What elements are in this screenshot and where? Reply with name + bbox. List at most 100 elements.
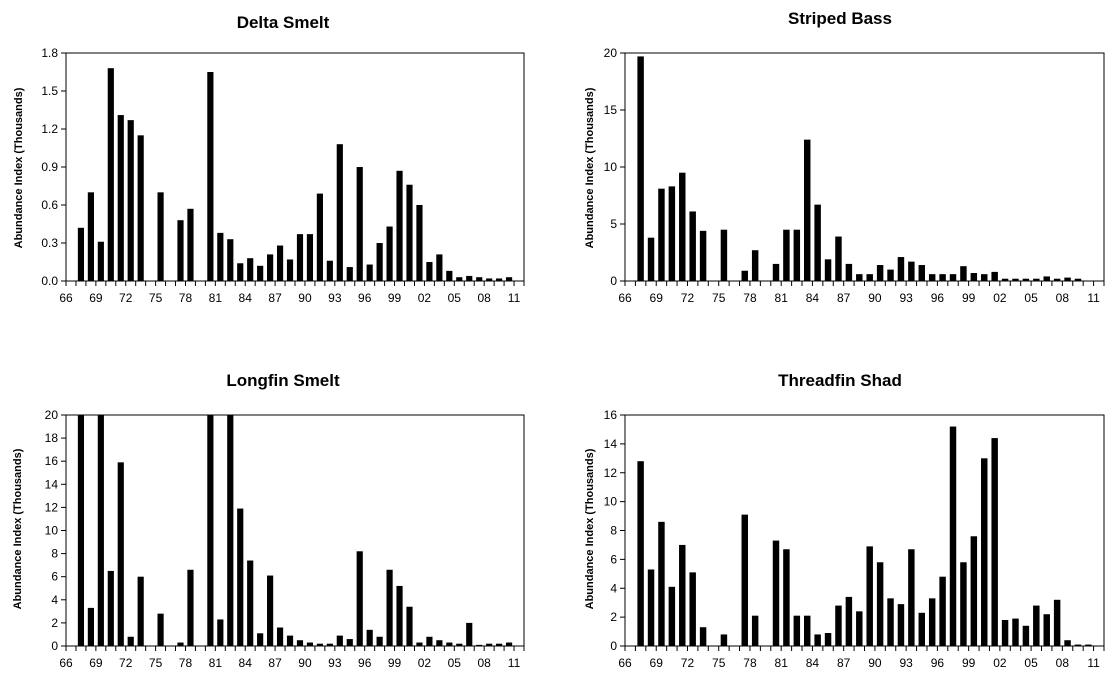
x-tick-label: 81 — [775, 656, 789, 670]
bar-1981 — [783, 549, 790, 646]
bar-1999 — [970, 273, 978, 281]
x-tick-label: 05 — [1024, 656, 1038, 670]
chart-title: Longfin Smelt — [226, 371, 340, 390]
x-tick-label: 75 — [149, 291, 163, 305]
bar-2002 — [426, 636, 433, 646]
x-tick-label: 72 — [681, 291, 695, 305]
bar-2007 — [1053, 278, 1061, 281]
bar-1978 — [187, 208, 194, 281]
x-tick-label: 87 — [837, 656, 851, 670]
y-tick-label: 12 — [604, 466, 618, 480]
bar-1989 — [866, 274, 873, 281]
bar-1982 — [793, 615, 801, 646]
x-tick-label: 11 — [1087, 291, 1100, 305]
bar-1978 — [187, 569, 194, 646]
bar-1983 — [804, 139, 811, 281]
bar-1991 — [887, 269, 894, 281]
bar-2009 — [496, 278, 503, 281]
bar-2009 — [1074, 644, 1082, 646]
bar-1990 — [876, 265, 884, 281]
bar-2004 — [1022, 278, 1030, 281]
x-tick-label: 11 — [1087, 656, 1100, 670]
x-tick-label: 66 — [59, 656, 73, 670]
bar-1968 — [647, 569, 655, 646]
bar-2006 — [466, 622, 473, 646]
y-tick-label: 1.5 — [41, 84, 58, 98]
bar-1998 — [960, 266, 967, 281]
bar-2001 — [991, 438, 998, 646]
y-tick-label: 0 — [610, 274, 617, 288]
bar-1972 — [127, 120, 134, 281]
bar-2008 — [1064, 640, 1071, 646]
x-tick-label: 81 — [209, 291, 223, 305]
bar-1971 — [117, 462, 124, 646]
bar-2004 — [446, 642, 453, 646]
bar-1998 — [386, 569, 393, 646]
chart-delta-smelt-svg: Delta Smelt Abundance Index (Thousands) … — [13, 13, 525, 305]
y-axis-label: Abundance Index (Thousands) — [584, 87, 596, 248]
x-tick-label: 99 — [962, 291, 976, 305]
bar-2009 — [496, 643, 503, 646]
bar-1987 — [845, 596, 853, 646]
x-tick-label: 96 — [931, 656, 945, 670]
bar-1999 — [970, 536, 978, 646]
bar-1977 — [741, 514, 748, 646]
bar-2006 — [1043, 276, 1050, 281]
y-tick-label: 16 — [45, 454, 59, 468]
bar-1997 — [376, 243, 383, 281]
y-tick-label: 20 — [604, 46, 618, 60]
x-tick-label: 81 — [209, 656, 223, 670]
bar-1984 — [814, 204, 821, 281]
bar-2005 — [1033, 278, 1040, 281]
bar-1986 — [835, 236, 842, 281]
chart-title: Threadfin Shad — [778, 371, 902, 390]
bar-1991 — [316, 193, 323, 281]
x-tick-label: 84 — [239, 656, 253, 670]
bar-1987 — [276, 245, 284, 281]
bar-2001 — [416, 642, 423, 646]
bar-1983 — [237, 508, 244, 646]
bar-1998 — [960, 562, 967, 646]
bar-1992 — [897, 604, 905, 646]
bar-1973 — [699, 230, 707, 281]
y-tick-label: 0 — [610, 639, 617, 653]
y-tick-label: 14 — [45, 477, 59, 491]
bar-1983 — [804, 615, 811, 646]
x-tick-label: 96 — [358, 656, 372, 670]
bar-1992 — [897, 257, 905, 281]
y-tick-label: 14 — [604, 437, 618, 451]
y-tick-label: 2 — [51, 616, 58, 630]
bar-2005 — [456, 277, 463, 281]
bar-2003 — [436, 254, 443, 281]
bar-1983 — [237, 263, 244, 281]
bar-1981 — [783, 229, 790, 281]
bar-1989 — [866, 546, 873, 646]
bar-1970 — [107, 570, 114, 646]
x-tick-label: 05 — [1024, 291, 1038, 305]
bar-2002 — [1001, 278, 1009, 281]
bar-1967 — [77, 415, 85, 646]
bar-1987 — [845, 263, 853, 281]
bar-1978 — [751, 615, 759, 646]
bar-2006 — [466, 275, 473, 281]
bar-1984 — [247, 258, 254, 281]
bar-1990 — [306, 234, 314, 281]
x-tick-label: 75 — [149, 656, 163, 670]
bar-2003 — [436, 640, 443, 646]
x-tick-label: 78 — [743, 291, 757, 305]
y-axis-label: Abundance Index (Thousands) — [584, 448, 596, 609]
x-tick-label: 05 — [448, 291, 462, 305]
bar-1967 — [637, 461, 644, 646]
bar-2010 — [1085, 644, 1092, 646]
y-tick-label: 12 — [45, 500, 59, 514]
plot-frame — [624, 414, 1105, 647]
bar-1989 — [296, 234, 304, 281]
bar-2007 — [476, 277, 483, 281]
y-tick-label: 6 — [610, 552, 617, 566]
x-tick-label: 93 — [899, 656, 913, 670]
bar-1985 — [824, 633, 832, 646]
x-tick-label: 08 — [477, 291, 491, 305]
bar-1994 — [918, 612, 925, 646]
bar-1980 — [207, 415, 214, 646]
x-tick-label: 93 — [899, 291, 913, 305]
